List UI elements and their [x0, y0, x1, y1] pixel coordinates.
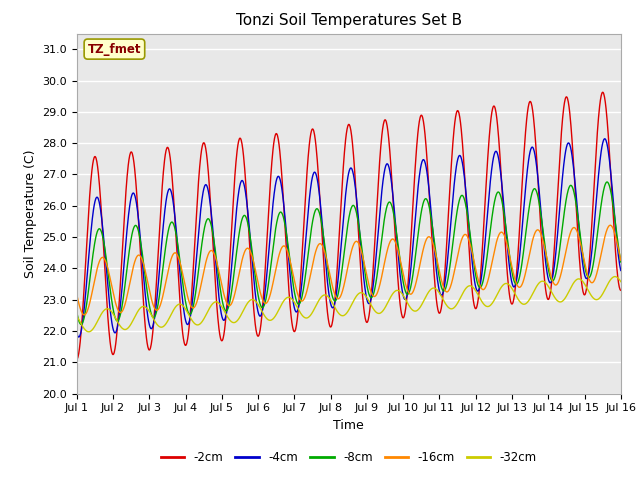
Line: -32cm: -32cm	[77, 276, 621, 332]
Line: -8cm: -8cm	[77, 182, 621, 324]
-32cm	[85, 329, 93, 335]
-32cm	[505, 281, 513, 287]
Y-axis label: Soil Temperature (C): Soil Temperature (C)	[24, 149, 36, 278]
Line: -4cm: -4cm	[77, 139, 621, 337]
X-axis label: Time: Time	[333, 419, 364, 432]
-2cm	[617, 288, 625, 293]
-4cm	[255, 312, 263, 318]
-2cm	[255, 333, 262, 339]
-4cm	[505, 256, 513, 262]
-4cm	[617, 267, 625, 273]
-2cm	[433, 302, 441, 308]
-4cm	[195, 234, 202, 240]
-8cm	[505, 245, 513, 251]
-8cm	[195, 271, 202, 276]
-16cm	[553, 282, 561, 288]
-4cm	[434, 276, 442, 282]
-32cm	[434, 288, 442, 293]
-4cm	[181, 314, 189, 320]
-16cm	[181, 282, 189, 288]
-2cm	[504, 280, 512, 286]
-2cm	[552, 216, 560, 221]
-32cm	[195, 322, 202, 328]
-32cm	[255, 303, 263, 309]
-16cm	[617, 257, 625, 263]
Line: -16cm: -16cm	[77, 225, 621, 315]
-32cm	[181, 305, 189, 311]
-4cm	[75, 334, 83, 340]
-2cm	[180, 341, 188, 347]
-32cm	[611, 274, 619, 279]
-4cm	[73, 330, 81, 336]
-16cm	[255, 284, 263, 290]
-32cm	[553, 297, 561, 303]
-8cm	[434, 263, 442, 269]
-8cm	[553, 267, 561, 273]
-8cm	[604, 179, 611, 185]
Legend: -2cm, -4cm, -8cm, -16cm, -32cm: -2cm, -4cm, -8cm, -16cm, -32cm	[156, 446, 541, 469]
-2cm	[599, 89, 607, 95]
-8cm	[77, 322, 84, 327]
-32cm	[617, 279, 625, 285]
-8cm	[617, 259, 625, 265]
-8cm	[181, 295, 189, 301]
-4cm	[601, 136, 609, 142]
-8cm	[255, 297, 263, 303]
-16cm	[195, 295, 202, 300]
-16cm	[434, 259, 442, 265]
Text: TZ_fmet: TZ_fmet	[88, 43, 141, 56]
-8cm	[73, 309, 81, 315]
-4cm	[553, 242, 561, 248]
Title: Tonzi Soil Temperatures Set B: Tonzi Soil Temperatures Set B	[236, 13, 462, 28]
Line: -2cm: -2cm	[77, 92, 621, 359]
-16cm	[606, 222, 614, 228]
-16cm	[81, 312, 88, 318]
-2cm	[73, 356, 81, 362]
-16cm	[73, 292, 81, 298]
-2cm	[194, 190, 202, 195]
-16cm	[505, 248, 513, 253]
-32cm	[73, 313, 81, 319]
